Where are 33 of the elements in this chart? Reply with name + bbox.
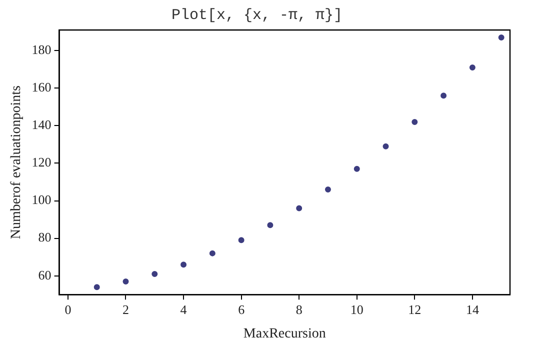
- chart-title: Plot[x, {x, -π, π}]: [171, 6, 343, 24]
- y-tick-label: 60: [38, 267, 52, 282]
- point: [267, 222, 274, 228]
- y-tick-label: 80: [38, 230, 52, 245]
- y-axis-title: Numberof evaluationpoints: [9, 86, 24, 240]
- x-tick-label: 0: [64, 302, 72, 317]
- point: [209, 250, 216, 256]
- point: [498, 34, 504, 41]
- point: [122, 278, 129, 284]
- x-tick-label: 12: [408, 302, 422, 317]
- y-tick-label: 100: [32, 192, 52, 208]
- point: [180, 262, 187, 268]
- x-tick-label: 8: [296, 302, 302, 317]
- x-tick-label: 14: [466, 302, 480, 317]
- point: [94, 284, 100, 290]
- point: [296, 205, 302, 212]
- point: [238, 237, 244, 244]
- point: [412, 118, 418, 125]
- y-tick-label: 140: [32, 117, 52, 132]
- x-tick-label: 10: [350, 302, 364, 317]
- point: [469, 64, 476, 71]
- x-tick-label: 2: [122, 302, 129, 317]
- y-tick-label: 160: [32, 80, 52, 95]
- x-tick-label: 6: [238, 302, 246, 317]
- y-tick-label: 120: [32, 154, 52, 170]
- point: [324, 186, 331, 193]
- point: [152, 270, 158, 277]
- point: [382, 143, 389, 150]
- y-tick-label: 180: [32, 42, 52, 58]
- point: [354, 166, 360, 172]
- x-axis-title: MaxRecursion: [243, 326, 326, 342]
- point: [440, 92, 447, 99]
- x-tick-label: 4: [180, 302, 188, 317]
